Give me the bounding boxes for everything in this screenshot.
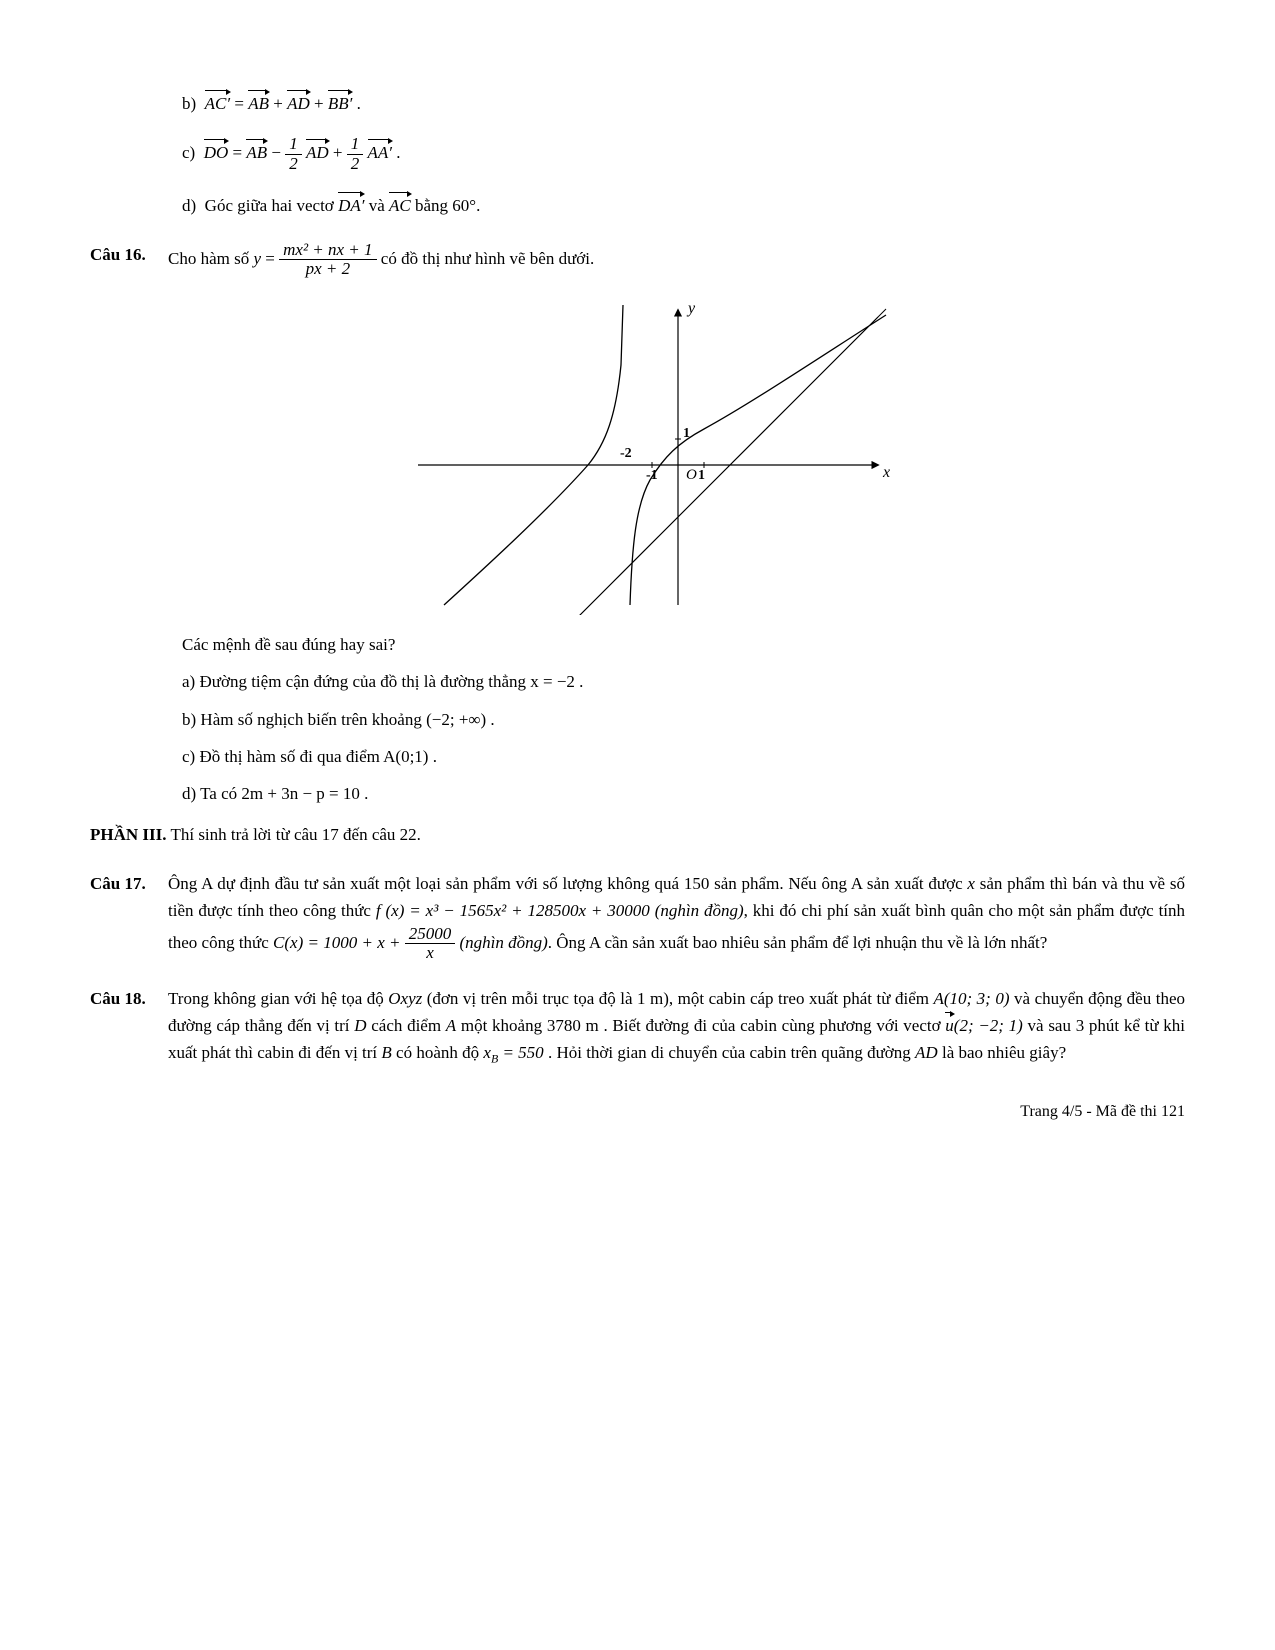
vec-DA-prime: DA′	[338, 192, 364, 219]
vec-u: u	[945, 1012, 954, 1039]
item-b: b) AC′ = AB + AD + BB′ .	[90, 90, 1185, 117]
vec-BB-prime: BB′	[328, 90, 353, 117]
vec-DO: DO	[204, 139, 229, 166]
q16-a: a) Đường tiệm cận đứng của đồ thị là đườ…	[90, 668, 1185, 695]
q18-label: Câu 18.	[90, 985, 168, 1012]
svg-text:1: 1	[698, 468, 705, 483]
vec-AB-2: AB	[246, 139, 267, 166]
q16-d: d) Ta có 2m + 3n − p = 10 .	[90, 780, 1185, 807]
vec-AC-prime: AC′	[205, 90, 230, 117]
svg-text:y: y	[686, 300, 696, 317]
item-d: d) Góc giữa hai vectơ DA′ và AC bằng 60°…	[90, 192, 1185, 219]
svg-text:x: x	[882, 464, 890, 481]
q16-label: Câu 16.	[90, 241, 168, 268]
q16-b: b) Hàm số nghịch biến trên khoảng (−2; +…	[90, 706, 1185, 733]
question-16: Câu 16. Cho hàm số y = mx² + nx + 1 px +…	[90, 241, 1185, 287]
q17-label: Câu 17.	[90, 870, 168, 897]
section-3-header: PHẦN III. Thí sinh trả lời từ câu 17 đến…	[90, 821, 1185, 848]
q16-fraction: mx² + nx + 1 px + 2	[279, 241, 376, 279]
question-18: Câu 18. Trong không gian với hệ tọa độ O…	[90, 985, 1185, 1069]
vec-AB: AB	[248, 90, 269, 117]
question-17: Câu 17. Ông A dự định đầu tư sản xuất mộ…	[90, 870, 1185, 963]
q18-body: Trong không gian với hệ tọa độ Oxyz (đơn…	[168, 985, 1185, 1069]
q16-c: c) Đồ thị hàm số đi qua điểm A(0;1) .	[90, 743, 1185, 770]
q17-frac: 25000x	[405, 925, 456, 963]
q16-intro: Cho hàm số y = mx² + nx + 1 px + 2 có đồ…	[168, 241, 1185, 279]
q16-ask: Các mệnh đề sau đúng hay sai?	[90, 631, 1185, 658]
vec-AD-2: AD	[306, 139, 329, 166]
q16-graph: x y O 1 -1 -2 1	[90, 295, 1185, 615]
vec-AA-prime: AA′	[368, 139, 393, 166]
item-c: c) DO = AB − 12 AD + 12 AA′ .	[90, 135, 1185, 173]
frac-half-1: 12	[285, 135, 302, 173]
page-footer: Trang 4/5 - Mã đề thi 121	[90, 1099, 1185, 1125]
svg-text:-2: -2	[620, 446, 632, 461]
vec-AD: AD	[287, 90, 310, 117]
frac-half-2: 12	[347, 135, 364, 173]
svg-text:O: O	[686, 467, 697, 483]
q17-body: Ông A dự định đầu tư sản xuất một loại s…	[168, 870, 1185, 963]
vec-AC-2: AC	[389, 192, 411, 219]
